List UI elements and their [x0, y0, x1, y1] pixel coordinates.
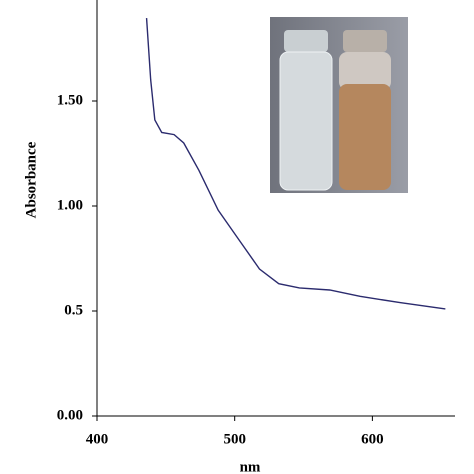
- y-tick-label: 1.50: [57, 92, 83, 108]
- y-tick-label: 0.5: [64, 302, 83, 318]
- y-tick-label: 1.00: [57, 197, 83, 213]
- y-tick-label: 0.00: [57, 407, 83, 423]
- x-tick-label: 400: [86, 431, 109, 447]
- x-tick-label: 600: [361, 431, 384, 447]
- y-tick-label: 2.00: [57, 0, 83, 3]
- x-tick-label: 500: [223, 431, 246, 447]
- x-axis-label: nm: [240, 459, 261, 474]
- inset-photo: [270, 17, 408, 193]
- y-axis-label: Absorbance: [23, 141, 39, 218]
- data-line: [145, 18, 446, 310]
